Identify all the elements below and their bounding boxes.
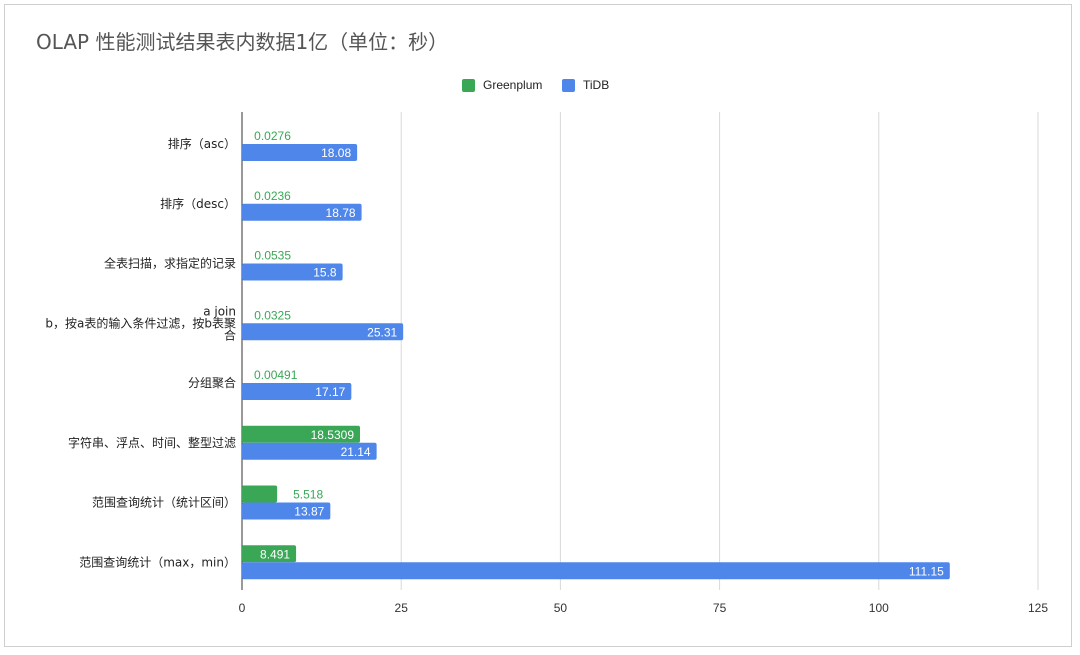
tidb-value-label: 13.87 [294,505,324,519]
greenplum-bar [242,545,297,563]
category-label: 范围查询统计（max，min） [79,555,236,569]
tidb-value-label: 25.31 [367,325,397,339]
x-tick-label: 0 [239,601,246,615]
tidb-bar [242,562,950,580]
greenplum-value-label: 0.00491 [254,368,298,382]
category-label: 排序（asc） [168,136,236,151]
tidb-value-label: 21.14 [341,445,371,459]
greenplum-value-label: 0.0276 [254,129,291,143]
tidb-value-label: 111.15 [909,564,944,578]
x-tick-label: 100 [869,601,889,615]
tidb-bar [242,442,377,460]
category-label: 字符串、浮点、时间、整型过滤 [68,435,236,450]
category-label: 范围查询统计（统计区间） [92,496,236,510]
greenplum-value-label: 18.5309 [311,428,355,442]
greenplum-value-label: 0.0535 [254,249,291,263]
legend-swatch-greenplum [462,78,475,92]
legend-item-greenplum: Greenplum [462,76,542,94]
greenplum-bar [242,425,361,443]
greenplum-value-label: 8.491 [260,547,290,561]
greenplum-bar [242,485,278,503]
tidb-bar [242,383,352,400]
category-label: 排序（desc） [160,196,236,211]
chart-title: OLAP 性能测试结果表内数据1亿（单位：秒） [36,30,449,54]
tidb-bar [242,502,331,520]
category-label: a join [203,304,236,318]
legend-swatch-tidb [562,78,575,92]
category-label: 分组聚合 [188,375,236,390]
category-label: b，按a表的输入条件过滤，按b表聚 [45,315,236,330]
chart-frame [4,4,1072,647]
x-tick-label: 50 [554,601,568,615]
x-tick-label: 75 [713,601,727,615]
tidb-value-label: 18.08 [321,146,351,160]
legend-item-tidb: TiDB [562,76,609,94]
tidb-value-label: 17.17 [315,385,345,399]
tidb-bar [242,144,358,161]
greenplum-value-label: 0.0236 [254,189,291,203]
tidb-bar [242,263,343,281]
x-tick-label: 125 [1028,601,1048,615]
tidb-bar [242,203,362,221]
legend-label-tidb: TiDB [583,78,610,92]
category-label: 合 [224,327,236,342]
greenplum-value-label: 5.518 [293,488,323,502]
legend-label-greenplum: Greenplum [483,78,543,92]
tidb-value-label: 18.78 [326,206,356,220]
tidb-value-label: 15.8 [313,266,337,280]
x-tick-label: 25 [395,601,409,615]
category-label: 全表扫描，求指定的记录 [104,256,236,271]
greenplum-value-label: 0.0325 [254,308,291,322]
tidb-bar [242,323,404,341]
